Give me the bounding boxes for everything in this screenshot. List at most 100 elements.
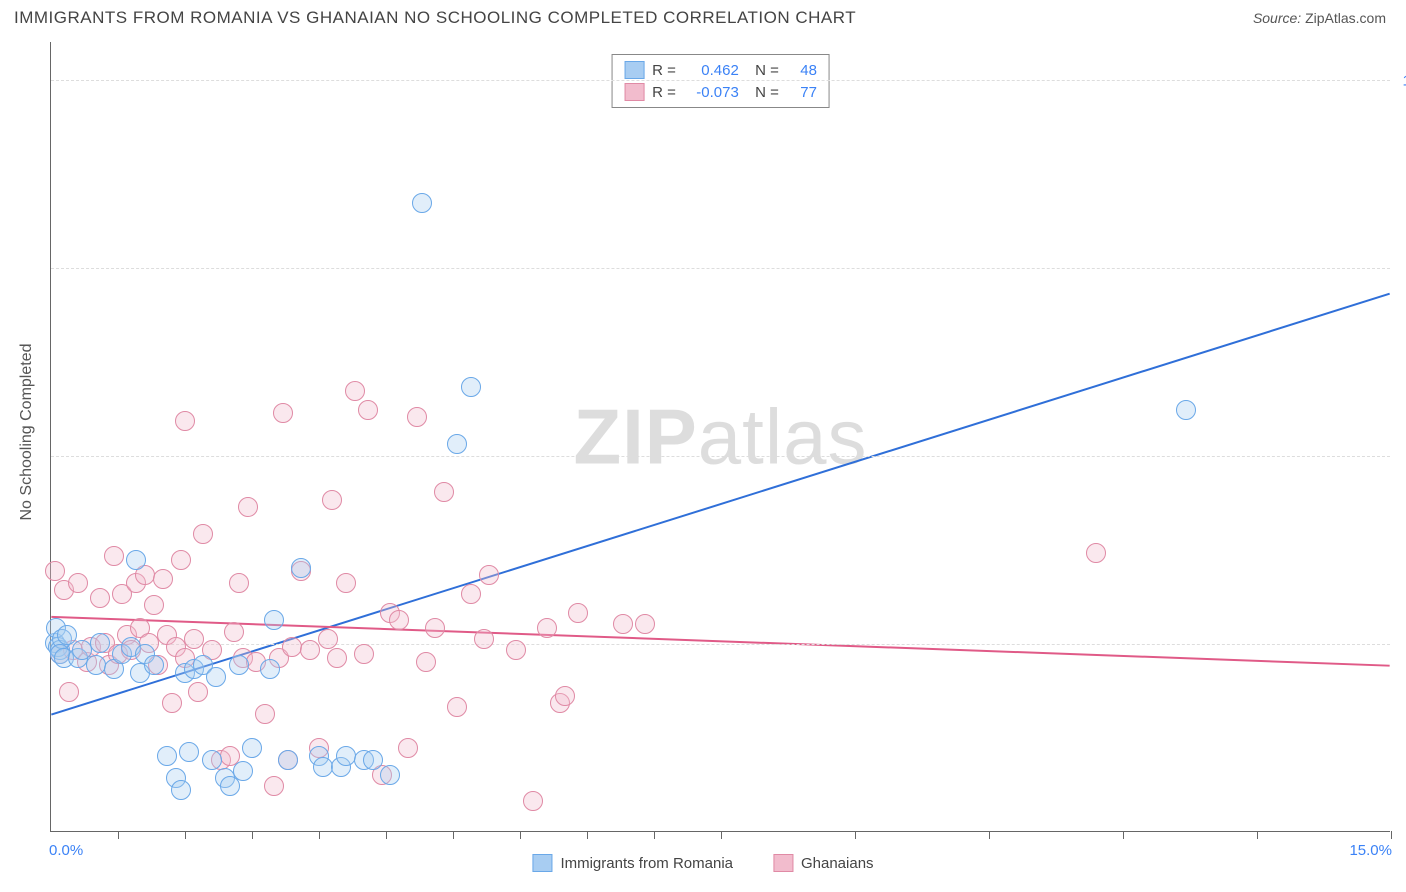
data-point <box>416 652 436 672</box>
data-point <box>425 618 445 638</box>
x-tick <box>319 831 320 839</box>
data-point <box>162 693 182 713</box>
x-tick <box>520 831 521 839</box>
data-point <box>358 400 378 420</box>
x-tick <box>1391 831 1392 839</box>
data-point <box>233 761 253 781</box>
data-point <box>327 648 347 668</box>
data-point <box>260 659 280 679</box>
data-point <box>90 633 110 653</box>
data-point <box>363 750 383 770</box>
data-point <box>90 588 110 608</box>
data-point <box>126 550 146 570</box>
legend-item-ghana: Ghanaians <box>773 854 874 872</box>
stats-r-romania: 0.462 <box>684 62 739 79</box>
watermark: ZIPatlas <box>573 391 867 482</box>
data-point <box>407 407 427 427</box>
source-value: ZipAtlas.com <box>1305 10 1386 26</box>
swatch-ghana <box>624 83 644 101</box>
data-point <box>318 629 338 649</box>
x-tick <box>1123 831 1124 839</box>
data-point <box>144 595 164 615</box>
trend-lines <box>51 42 1390 831</box>
data-point <box>479 565 499 585</box>
legend-item-romania: Immigrants from Romania <box>532 854 733 872</box>
x-tick <box>587 831 588 839</box>
x-tick <box>654 831 655 839</box>
data-point <box>153 569 173 589</box>
stats-r-label: R = <box>652 84 676 101</box>
data-point <box>1176 400 1196 420</box>
data-point <box>57 625 77 645</box>
data-point <box>273 403 293 423</box>
stats-n-romania: 48 <box>787 62 817 79</box>
data-point <box>68 573 88 593</box>
source-label: Source: <box>1253 10 1301 26</box>
data-point <box>193 524 213 544</box>
data-point <box>389 610 409 630</box>
data-point <box>322 490 342 510</box>
legend-swatch-ghana <box>773 854 793 872</box>
data-point <box>461 377 481 397</box>
data-point <box>264 610 284 630</box>
data-point <box>242 738 262 758</box>
grid-line: 5.0% <box>51 456 1390 457</box>
data-point <box>45 561 65 581</box>
data-point <box>412 193 432 213</box>
data-point <box>336 573 356 593</box>
x-origin-label: 0.0% <box>49 842 83 859</box>
data-point <box>224 622 244 642</box>
watermark-bold: ZIP <box>573 392 697 480</box>
data-point <box>59 682 79 702</box>
x-tick <box>386 831 387 839</box>
data-point <box>179 742 199 762</box>
stats-n-label: N = <box>747 84 779 101</box>
data-point <box>568 603 588 623</box>
data-point <box>354 644 374 664</box>
stats-r-label: R = <box>652 62 676 79</box>
data-point <box>635 614 655 634</box>
stats-legend: R = 0.462 N = 48 R = -0.073 N = 77 <box>611 54 830 108</box>
data-point <box>278 750 298 770</box>
y-tick-label: 10.0% <box>1402 72 1406 89</box>
stats-n-ghana: 77 <box>787 84 817 101</box>
stats-r-ghana: -0.073 <box>684 84 739 101</box>
plot-area: ZIPatlas R = 0.462 N = 48 R = -0.073 N =… <box>50 42 1390 832</box>
data-point <box>447 697 467 717</box>
data-point <box>300 640 320 660</box>
chart-container: No Schooling Completed ZIPatlas R = 0.46… <box>0 32 1406 882</box>
x-tick <box>118 831 119 839</box>
chart-header: IMMIGRANTS FROM ROMANIA VS GHANAIAN NO S… <box>0 0 1406 32</box>
data-point <box>86 655 106 675</box>
data-point <box>229 573 249 593</box>
y-axis-label: No Schooling Completed <box>18 344 36 521</box>
data-point <box>1086 543 1106 563</box>
stats-row-ghana: R = -0.073 N = 77 <box>624 81 817 103</box>
data-point <box>229 655 249 675</box>
data-point <box>380 765 400 785</box>
data-point <box>537 618 557 638</box>
data-point <box>555 686 575 706</box>
chart-source: Source: ZipAtlas.com <box>1253 10 1386 26</box>
series-legend: Immigrants from Romania Ghanaians <box>532 854 873 872</box>
data-point <box>188 682 208 702</box>
data-point <box>202 750 222 770</box>
data-point <box>447 434 467 454</box>
data-point <box>255 704 275 724</box>
data-point <box>474 629 494 649</box>
data-point <box>613 614 633 634</box>
data-point <box>175 411 195 431</box>
data-point <box>157 746 177 766</box>
data-point <box>171 780 191 800</box>
data-point <box>398 738 418 758</box>
chart-title: IMMIGRANTS FROM ROMANIA VS GHANAIAN NO S… <box>14 8 856 28</box>
data-point <box>336 746 356 766</box>
x-tick <box>1257 831 1258 839</box>
grid-line: 2.5% <box>51 644 1390 645</box>
data-point <box>506 640 526 660</box>
x-tick <box>721 831 722 839</box>
x-tick <box>252 831 253 839</box>
watermark-rest: atlas <box>698 392 868 480</box>
x-tick <box>185 831 186 839</box>
data-point <box>171 550 191 570</box>
